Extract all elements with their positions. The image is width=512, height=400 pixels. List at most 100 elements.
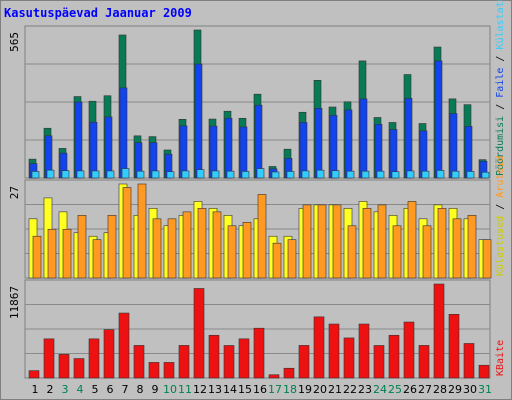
x-tick-label-31: 31 [478, 383, 492, 396]
x-tick-label-26: 26 [403, 383, 417, 396]
bar-kbaite-21 [328, 323, 340, 379]
bar-kbaite-30 [463, 343, 475, 379]
bar-faile-23 [359, 98, 368, 179]
bar-faile-7 [119, 87, 128, 179]
bar-faile-21 [329, 115, 338, 179]
x-tick-label-20: 20 [313, 383, 327, 396]
bar-aruteid-13 [212, 211, 222, 279]
bar-k-lastatud-lehek-lgi-22 [346, 170, 355, 179]
bar-k-lastatud-lehek-lgi-28 [436, 170, 445, 179]
y-max-label: 11867 [8, 286, 21, 319]
bar-aruteid-27 [422, 225, 432, 279]
x-tick-label-7: 7 [122, 383, 129, 396]
x-tick-label-11: 11 [178, 383, 192, 396]
bar-aruteid-29 [452, 218, 462, 279]
x-tick-label-9: 9 [152, 383, 159, 396]
bar-kbaite-28 [433, 283, 445, 379]
bar-aruteid-11 [182, 211, 192, 279]
bar-kbaite-2 [43, 338, 55, 379]
bar-aruteid-17 [272, 242, 282, 279]
bar-aruteid-12 [197, 208, 207, 279]
legend-entry: Aruteid [495, 156, 506, 198]
legend-entry: Pöördumisi [495, 116, 506, 176]
bar-kbaite-20 [313, 316, 325, 379]
bar-kbaite-13 [208, 334, 220, 379]
bar-kbaite-7 [118, 312, 130, 379]
bar-faile-24 [374, 124, 383, 179]
bar-k-lastatud-lehek-lgi-30 [466, 171, 475, 179]
bar-kbaite-8 [133, 345, 145, 379]
bar-kbaite-1 [28, 370, 40, 379]
bar-faile-6 [104, 116, 113, 179]
x-tick-label-16: 16 [253, 383, 267, 396]
bar-aruteid-9 [152, 218, 162, 279]
bar-k-lastatud-lehek-lgi-31 [481, 171, 490, 179]
legend-entry: / [495, 50, 506, 68]
bar-aruteid-26 [407, 201, 417, 279]
x-tick-label-25: 25 [388, 383, 402, 396]
bar-k-lastatud-lehek-lgi-3 [61, 170, 70, 179]
bar-aruteid-24 [377, 204, 387, 279]
bar-aruteid-6 [107, 215, 117, 279]
x-tick-label-28: 28 [433, 383, 447, 396]
bar-aruteid-2 [47, 228, 57, 279]
bar-kbaite-14 [223, 345, 235, 379]
bar-kbaite-25 [388, 334, 400, 379]
bar-aruteid-25 [392, 225, 402, 279]
bar-faile-15 [239, 126, 248, 179]
bar-kbaite-15 [238, 338, 250, 379]
hits-panel-legend: Pöördumisi / Faile / Külastatud lehekülg… [495, 0, 506, 176]
bar-kbaite-5 [88, 338, 100, 379]
bar-aruteid-21 [332, 204, 342, 279]
legend-entry: / [495, 98, 506, 116]
bar-k-lastatud-lehek-lgi-18 [286, 171, 295, 179]
x-tick-label-1: 1 [32, 383, 39, 396]
bar-kbaite-10 [163, 362, 175, 379]
bar-aruteid-23 [362, 208, 372, 279]
bar-k-lastatud-lehek-lgi-25 [391, 171, 400, 179]
bar-aruteid-14 [227, 225, 237, 279]
bar-kbaite-24 [373, 345, 385, 379]
bar-k-lastatud-lehek-lgi-27 [421, 170, 430, 179]
bar-faile-26 [404, 98, 413, 179]
visits-panel-legend: Külastused / Aruteid [495, 156, 506, 276]
bar-k-lastatud-lehek-lgi-1 [31, 171, 40, 179]
bar-kbaite-6 [103, 329, 115, 379]
bar-k-lastatud-lehek-lgi-21 [331, 170, 340, 179]
bar-faile-29 [449, 113, 458, 179]
bar-k-lastatud-lehek-lgi-23 [361, 170, 370, 179]
bar-faile-16 [254, 104, 263, 179]
bar-aruteid-5 [92, 239, 102, 279]
bar-kbaite-26 [403, 321, 415, 379]
bar-aruteid-8 [137, 183, 147, 279]
bar-k-lastatud-lehek-lgi-24 [376, 170, 385, 179]
bar-aruteid-28 [437, 208, 447, 279]
bar-faile-12 [194, 63, 203, 179]
bar-kbaite-11 [178, 345, 190, 379]
bar-kbaite-31 [478, 364, 490, 379]
bar-kbaite-9 [148, 362, 160, 379]
x-tick-label-27: 27 [418, 383, 432, 396]
bar-k-lastatud-lehek-lgi-8 [136, 170, 145, 179]
bar-k-lastatud-lehek-lgi-19 [301, 170, 310, 179]
bar-faile-13 [209, 125, 218, 179]
x-tick-label-29: 29 [448, 383, 462, 396]
bar-k-lastatud-lehek-lgi-2 [46, 169, 55, 179]
bar-kbaite-18 [283, 367, 295, 379]
bar-k-lastatud-lehek-lgi-17 [271, 171, 280, 179]
bar-aruteid-16 [257, 194, 267, 279]
bar-kbaite-12 [193, 288, 205, 379]
x-tick-label-5: 5 [92, 383, 99, 396]
bar-kbaite-17 [268, 374, 280, 379]
bar-k-lastatud-lehek-lgi-6 [106, 170, 115, 179]
bar-k-lastatud-lehek-lgi-13 [211, 170, 220, 179]
bar-aruteid-7 [122, 187, 132, 279]
bar-kbaite-4 [73, 358, 85, 379]
bar-aruteid-1 [32, 235, 42, 279]
bar-faile-22 [344, 109, 353, 179]
x-tick-label-8: 8 [137, 383, 144, 396]
bar-aruteid-3 [62, 228, 72, 279]
legend-entry: / [495, 198, 506, 216]
bar-k-lastatud-lehek-lgi-12 [196, 169, 205, 179]
